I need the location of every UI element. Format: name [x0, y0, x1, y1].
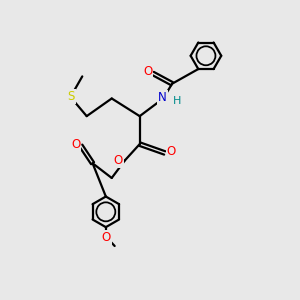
Text: N: N [158, 92, 167, 104]
Text: H: H [173, 96, 182, 106]
Text: S: S [68, 90, 75, 103]
Text: O: O [102, 231, 111, 244]
Text: O: O [167, 145, 176, 158]
Text: O: O [114, 154, 123, 167]
Text: O: O [143, 65, 152, 79]
Text: O: O [71, 138, 80, 151]
